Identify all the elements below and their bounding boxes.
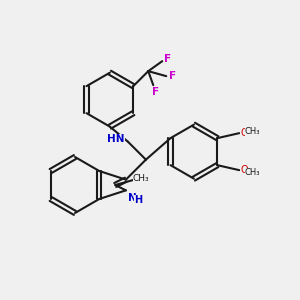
Text: F: F bbox=[152, 87, 159, 97]
Text: O: O bbox=[240, 165, 248, 175]
Text: H: H bbox=[134, 195, 142, 205]
Text: CH₃: CH₃ bbox=[133, 173, 150, 182]
Text: N: N bbox=[128, 193, 136, 203]
Text: F: F bbox=[169, 71, 176, 81]
Text: HN: HN bbox=[107, 134, 124, 144]
Text: CH₃: CH₃ bbox=[244, 168, 260, 177]
Text: CH₃: CH₃ bbox=[244, 127, 260, 136]
Text: O: O bbox=[240, 128, 248, 138]
Text: F: F bbox=[164, 54, 171, 64]
